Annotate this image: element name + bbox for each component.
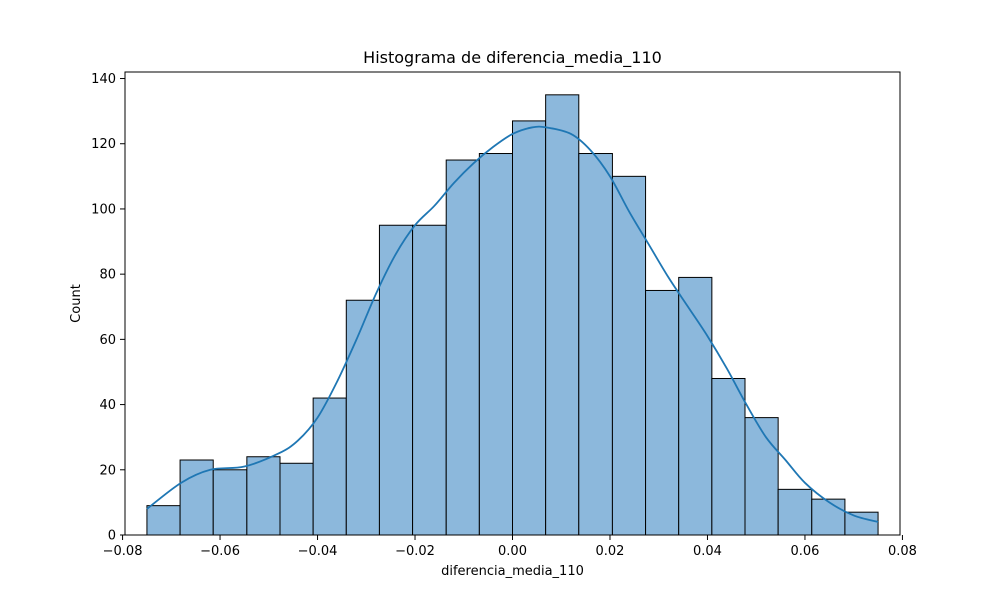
x-tick-label: 0.00 — [498, 544, 527, 559]
y-tick-label: 100 — [91, 202, 116, 217]
x-tick-label: −0.04 — [298, 544, 338, 559]
histogram-bar — [512, 120, 547, 536]
y-tick-label: 40 — [99, 398, 116, 413]
x-tick-label: 0.08 — [888, 544, 917, 559]
histogram-bar — [312, 397, 347, 536]
x-axis-ticks: −0.08 −0.06 −0.04 −0.02 0.00 0.02 0.04 0.06 0.08 — [103, 535, 917, 559]
histogram-bar — [844, 511, 879, 536]
histogram-bar — [412, 224, 447, 536]
y-tick-label: 20 — [99, 463, 116, 478]
x-tick-label: 0.06 — [790, 544, 819, 559]
histogram-bar — [212, 469, 248, 536]
histogram-bar — [711, 377, 746, 536]
histogram-bar — [378, 224, 414, 536]
y-tick-label: 60 — [99, 333, 116, 348]
histogram-bar — [279, 462, 314, 536]
y-tick-label: 140 — [91, 72, 116, 87]
x-tick-label: −0.02 — [395, 544, 435, 559]
histogram-bar — [146, 505, 181, 536]
x-tick-label: 0.04 — [693, 544, 722, 559]
histogram-bar — [345, 299, 380, 536]
chart-title: Histograma de diferencia_media_110 — [363, 48, 662, 68]
histogram-bar — [246, 456, 281, 536]
x-tick-label: −0.08 — [103, 544, 143, 559]
histogram-bar — [545, 94, 580, 536]
y-axis-label: Count — [69, 284, 84, 323]
x-axis-label: diferencia_media_110 — [441, 564, 584, 579]
histogram-bar — [744, 417, 779, 536]
y-tick-label: 120 — [91, 137, 116, 152]
histogram-bar — [678, 276, 713, 536]
histogram-bar — [645, 289, 680, 536]
y-tick-label: 0 — [108, 529, 116, 544]
histogram-bar — [611, 175, 647, 536]
histogram-bar — [179, 459, 214, 536]
histogram-bar — [478, 153, 513, 536]
kde-curve — [146, 125, 879, 523]
x-tick-label: −0.06 — [200, 544, 240, 559]
histogram-bar — [445, 159, 480, 536]
histogram-bar — [777, 488, 813, 536]
histogram-bar — [578, 153, 613, 536]
histogram-bar — [811, 498, 846, 536]
y-axis-ticks: 0 20 40 60 80 100 120 140 — [91, 72, 125, 544]
x-tick-label: 0.02 — [596, 544, 625, 559]
y-tick-label: 80 — [99, 268, 116, 283]
bars-layer — [146, 94, 879, 536]
